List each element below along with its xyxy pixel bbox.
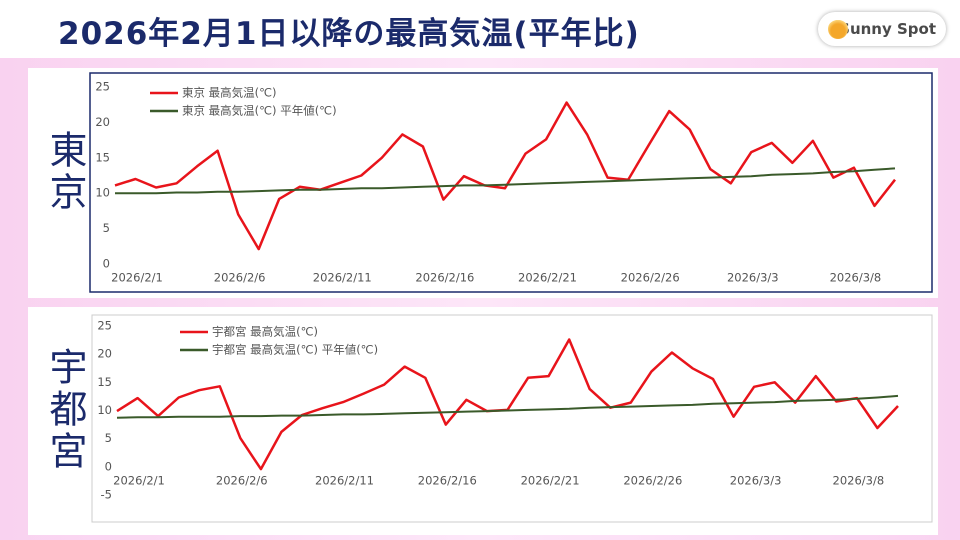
y-tick-label: 10	[95, 186, 110, 200]
x-tick-label: 2026/2/16	[418, 473, 477, 487]
chart-frame	[91, 314, 933, 523]
y-tick-label: 25	[95, 80, 110, 94]
x-tick-label: 2026/3/8	[830, 271, 882, 285]
y-tick-label: 5	[103, 221, 110, 235]
legend-label: 宇都宮 最高気温(℃) 平年値(℃)	[212, 343, 378, 357]
x-tick-label: 2026/2/21	[521, 473, 580, 487]
x-tick-label: 2026/2/11	[313, 271, 372, 285]
y-tick-label: 25	[97, 319, 112, 333]
x-tick-label: 2026/2/11	[315, 473, 374, 487]
side-label: 東京	[43, 130, 87, 214]
y-tick-label: 20	[95, 115, 110, 129]
side-label: 宇都宮	[43, 347, 87, 473]
legend-label: 東京 最高気温(℃)	[182, 86, 277, 100]
y-tick-label: 15	[97, 375, 112, 389]
legend-label: 宇都宮 最高気温(℃)	[212, 325, 318, 339]
header: 2026年2月1日以降の最高気温(平年比) Sunny Spot	[0, 0, 960, 58]
y-tick-label: 20	[97, 347, 112, 361]
panel: 宇都宮	[28, 307, 938, 535]
x-tick-label: 2026/2/1	[111, 271, 163, 285]
x-tick-label: 2026/3/3	[727, 271, 779, 285]
legend-label: 東京 最高気温(℃) 平年値(℃)	[182, 104, 337, 118]
series-line	[116, 338, 899, 471]
series-line	[115, 167, 896, 195]
x-tick-label: 2026/3/8	[833, 473, 885, 487]
y-tick-label: 5	[105, 431, 112, 445]
x-tick-label: 2026/2/21	[518, 271, 577, 285]
x-tick-label: 2026/2/16	[415, 271, 474, 285]
y-tick-label: 10	[97, 403, 112, 417]
series-line	[114, 101, 896, 251]
logo: Sunny Spot	[818, 12, 946, 46]
logo-sun	[828, 19, 848, 39]
x-tick-label: 2026/2/6	[214, 271, 266, 285]
series-line	[116, 394, 899, 419]
title: 2026年2月1日以降の最高気温(平年比)	[58, 16, 640, 52]
y-tick-label: 0	[105, 459, 112, 473]
chart-frame	[89, 72, 933, 293]
x-tick-label: 2026/2/26	[621, 271, 680, 285]
y-tick-label: 0	[103, 257, 110, 271]
x-tick-label: 2026/3/3	[730, 473, 782, 487]
x-tick-label: 2026/2/6	[216, 473, 268, 487]
y-tick-label: 15	[95, 150, 110, 164]
y-tick-label: -5	[101, 488, 112, 502]
panel: 東京	[28, 68, 938, 298]
logo-text: Sunny Spot	[839, 20, 936, 38]
x-tick-label: 2026/2/26	[623, 473, 682, 487]
x-tick-label: 2026/2/1	[113, 473, 165, 487]
